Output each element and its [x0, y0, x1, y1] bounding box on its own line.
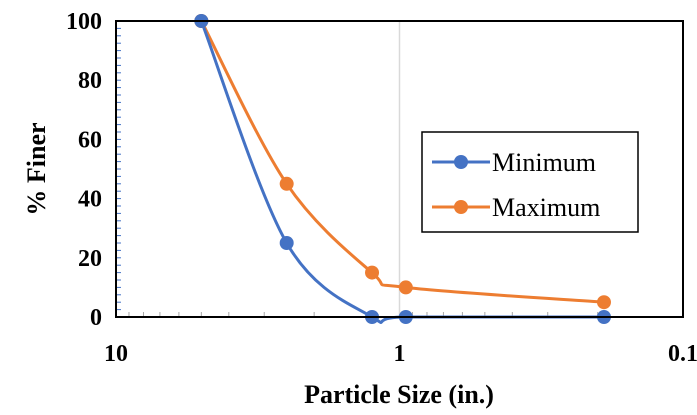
y-axis-title: % Finer — [22, 122, 51, 215]
data-point-minimum — [279, 236, 294, 250]
x-axis-title: Particle Size (in.) — [304, 380, 494, 409]
y-tick-label: 60 — [78, 127, 102, 153]
y-tick-label: 40 — [78, 187, 102, 213]
data-point-maximum — [398, 280, 413, 295]
legend: Minimum Maximum — [421, 131, 639, 233]
y-tick-labels: 0 20 40 60 80 100 — [66, 9, 102, 331]
y-tick-label: 80 — [78, 68, 102, 94]
legend-box — [421, 131, 639, 233]
plot-frame — [115, 20, 684, 318]
x-tick-label: 10 — [104, 341, 128, 367]
legend-marker-maximum — [454, 200, 468, 214]
legend-label-maximum: Maximum — [492, 193, 600, 222]
data-point-maximum — [279, 176, 294, 191]
x-tick-labels: 10 1 0.1 — [104, 341, 697, 367]
y-tick-label: 100 — [66, 9, 102, 35]
y-tick-label: 20 — [78, 246, 102, 272]
x-tick-label: 0.1 — [668, 341, 697, 367]
data-point-maximum — [596, 295, 611, 310]
data-point-maximum — [365, 265, 380, 280]
y-tick-label: 0 — [90, 305, 102, 331]
x-tick-label: 1 — [394, 341, 406, 367]
legend-marker-minimum — [454, 155, 468, 169]
legend-label-minimum: Minimum — [492, 148, 596, 177]
